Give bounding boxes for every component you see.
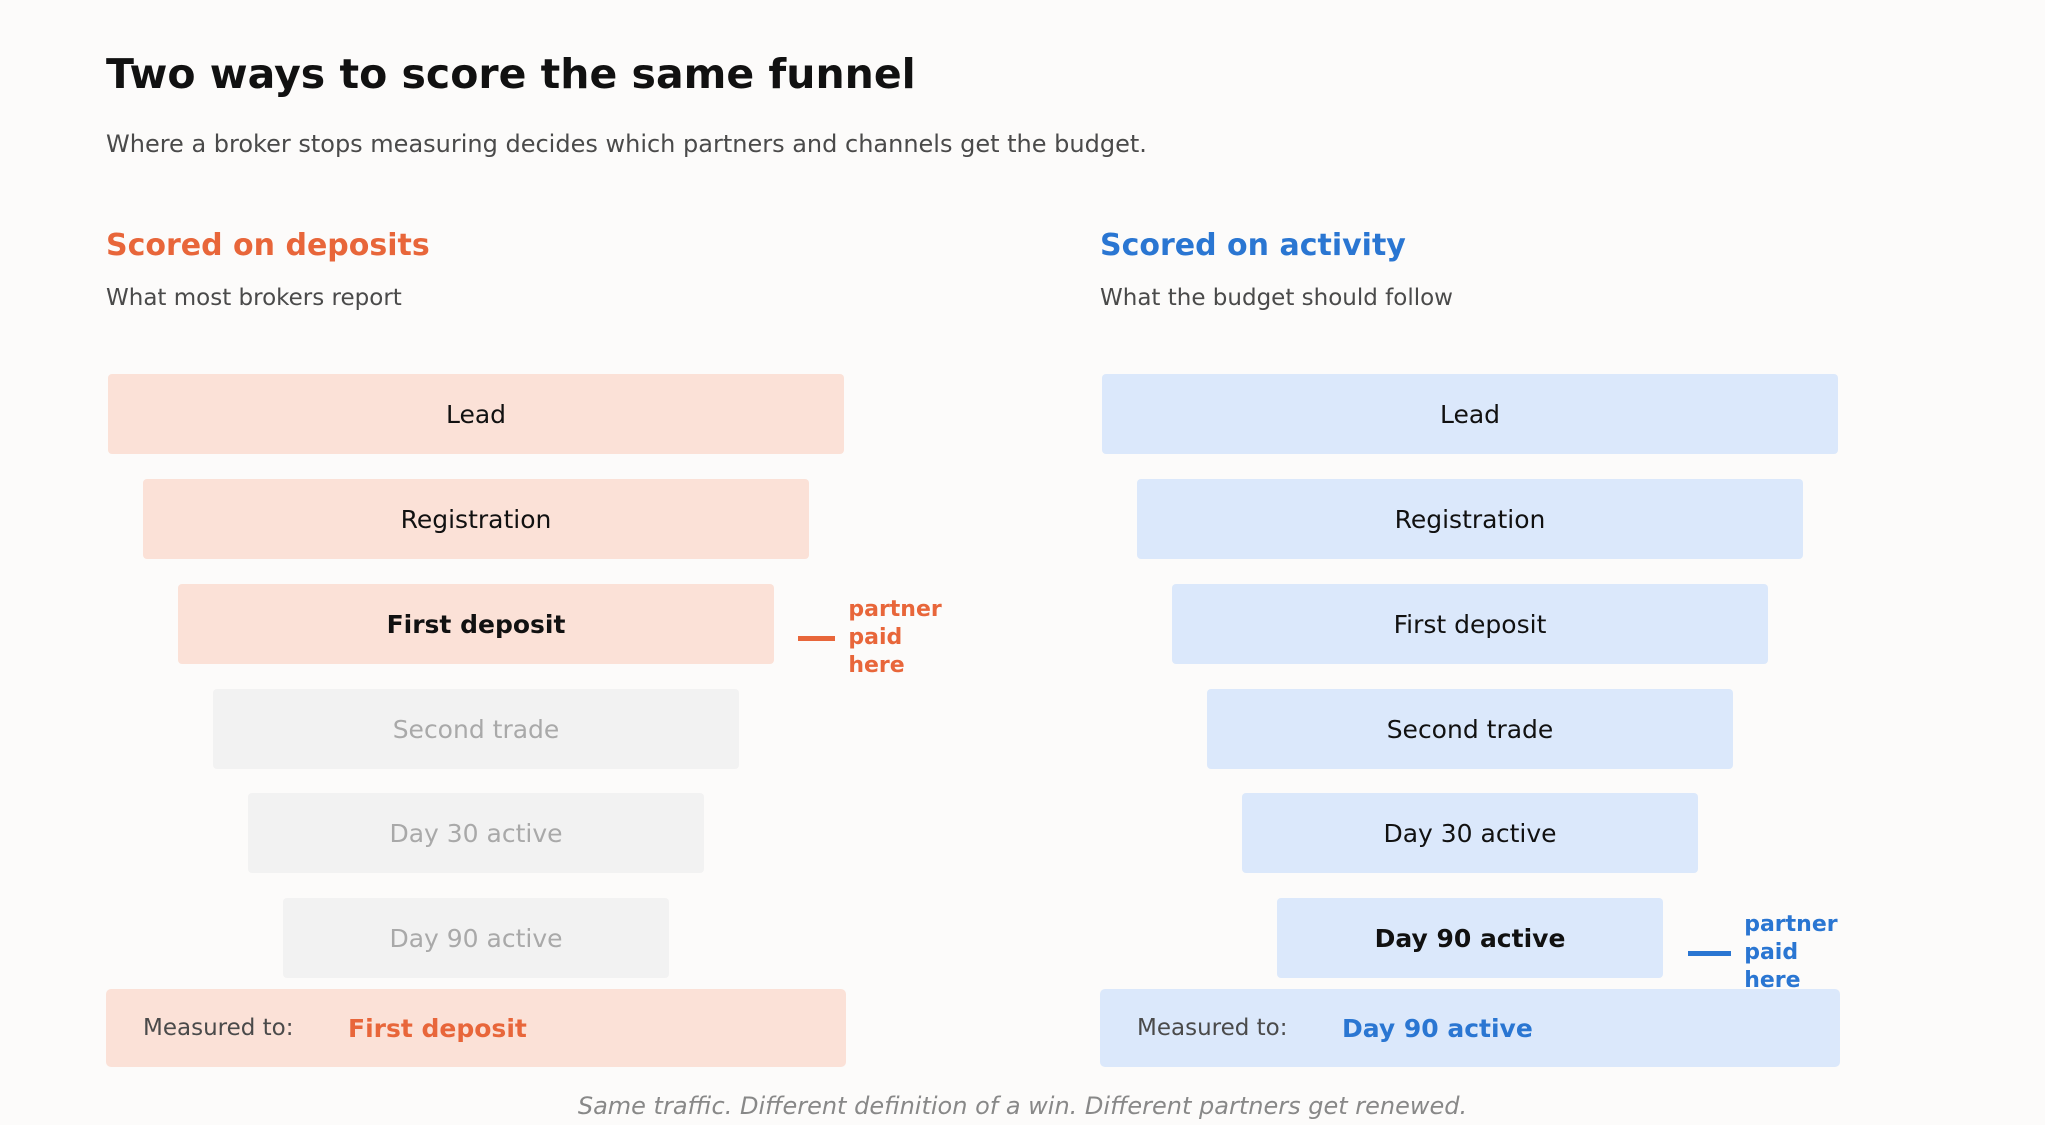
funnel-stage-day-30-active: Day 30 active bbox=[1242, 793, 1698, 873]
marker-text-line2: paid here bbox=[848, 625, 905, 678]
funnel-stage-first-deposit: First deposit bbox=[178, 584, 774, 664]
funnel-stage-registration: Registration bbox=[143, 479, 809, 559]
measured-value: Day 90 active bbox=[1342, 1013, 1533, 1043]
marker-text-line1: partner bbox=[1744, 912, 1838, 937]
funnel-stage-second-trade: Second trade bbox=[213, 689, 739, 769]
panel-subheading: What most brokers report bbox=[106, 285, 402, 311]
footer-caption: Same traffic. Different definition of a … bbox=[577, 1092, 1468, 1120]
measured-to-box: Measured to: Day 90 active bbox=[1100, 989, 1840, 1067]
page-subtitle: Where a broker stops measuring decides w… bbox=[106, 130, 1147, 158]
funnel-stage-day-90-active: Day 90 active bbox=[283, 898, 669, 978]
panel-subheading: What the budget should follow bbox=[1100, 285, 1453, 311]
measured-to-box: Measured to: First deposit bbox=[106, 989, 846, 1067]
marker-text-line2: paid here bbox=[1744, 940, 1801, 993]
measured-value: First deposit bbox=[348, 1013, 527, 1043]
funnel-stage-day-30-active: Day 30 active bbox=[248, 793, 704, 873]
marker-line bbox=[1688, 950, 1732, 956]
panel-heading: Scored on deposits bbox=[106, 228, 430, 263]
panel-heading: Scored on activity bbox=[1100, 228, 1406, 263]
page-title: Two ways to score the same funnel bbox=[106, 50, 916, 98]
partner-paid-marker: partner paid here bbox=[798, 596, 948, 680]
funnel-stage-first-deposit: First deposit bbox=[1172, 584, 1768, 664]
marker-text-line1: partner bbox=[848, 597, 942, 622]
funnel-stage-lead: Lead bbox=[108, 374, 844, 454]
funnel-stage-day-90-active: Day 90 active bbox=[1277, 898, 1663, 978]
funnel-stage-second-trade: Second trade bbox=[1207, 689, 1733, 769]
funnel-stage-registration: Registration bbox=[1137, 479, 1803, 559]
marker-line bbox=[798, 635, 836, 641]
funnel-stage-lead: Lead bbox=[1102, 374, 1838, 454]
activity-panel: Scored on activity What the budget shoul… bbox=[1100, 0, 1860, 1125]
partner-paid-marker: partner paid here bbox=[1688, 911, 1860, 995]
measured-label: Measured to: bbox=[143, 1015, 294, 1041]
deposits-panel: Scored on deposits What most brokers rep… bbox=[106, 0, 942, 1125]
measured-label: Measured to: bbox=[1137, 1015, 1288, 1041]
